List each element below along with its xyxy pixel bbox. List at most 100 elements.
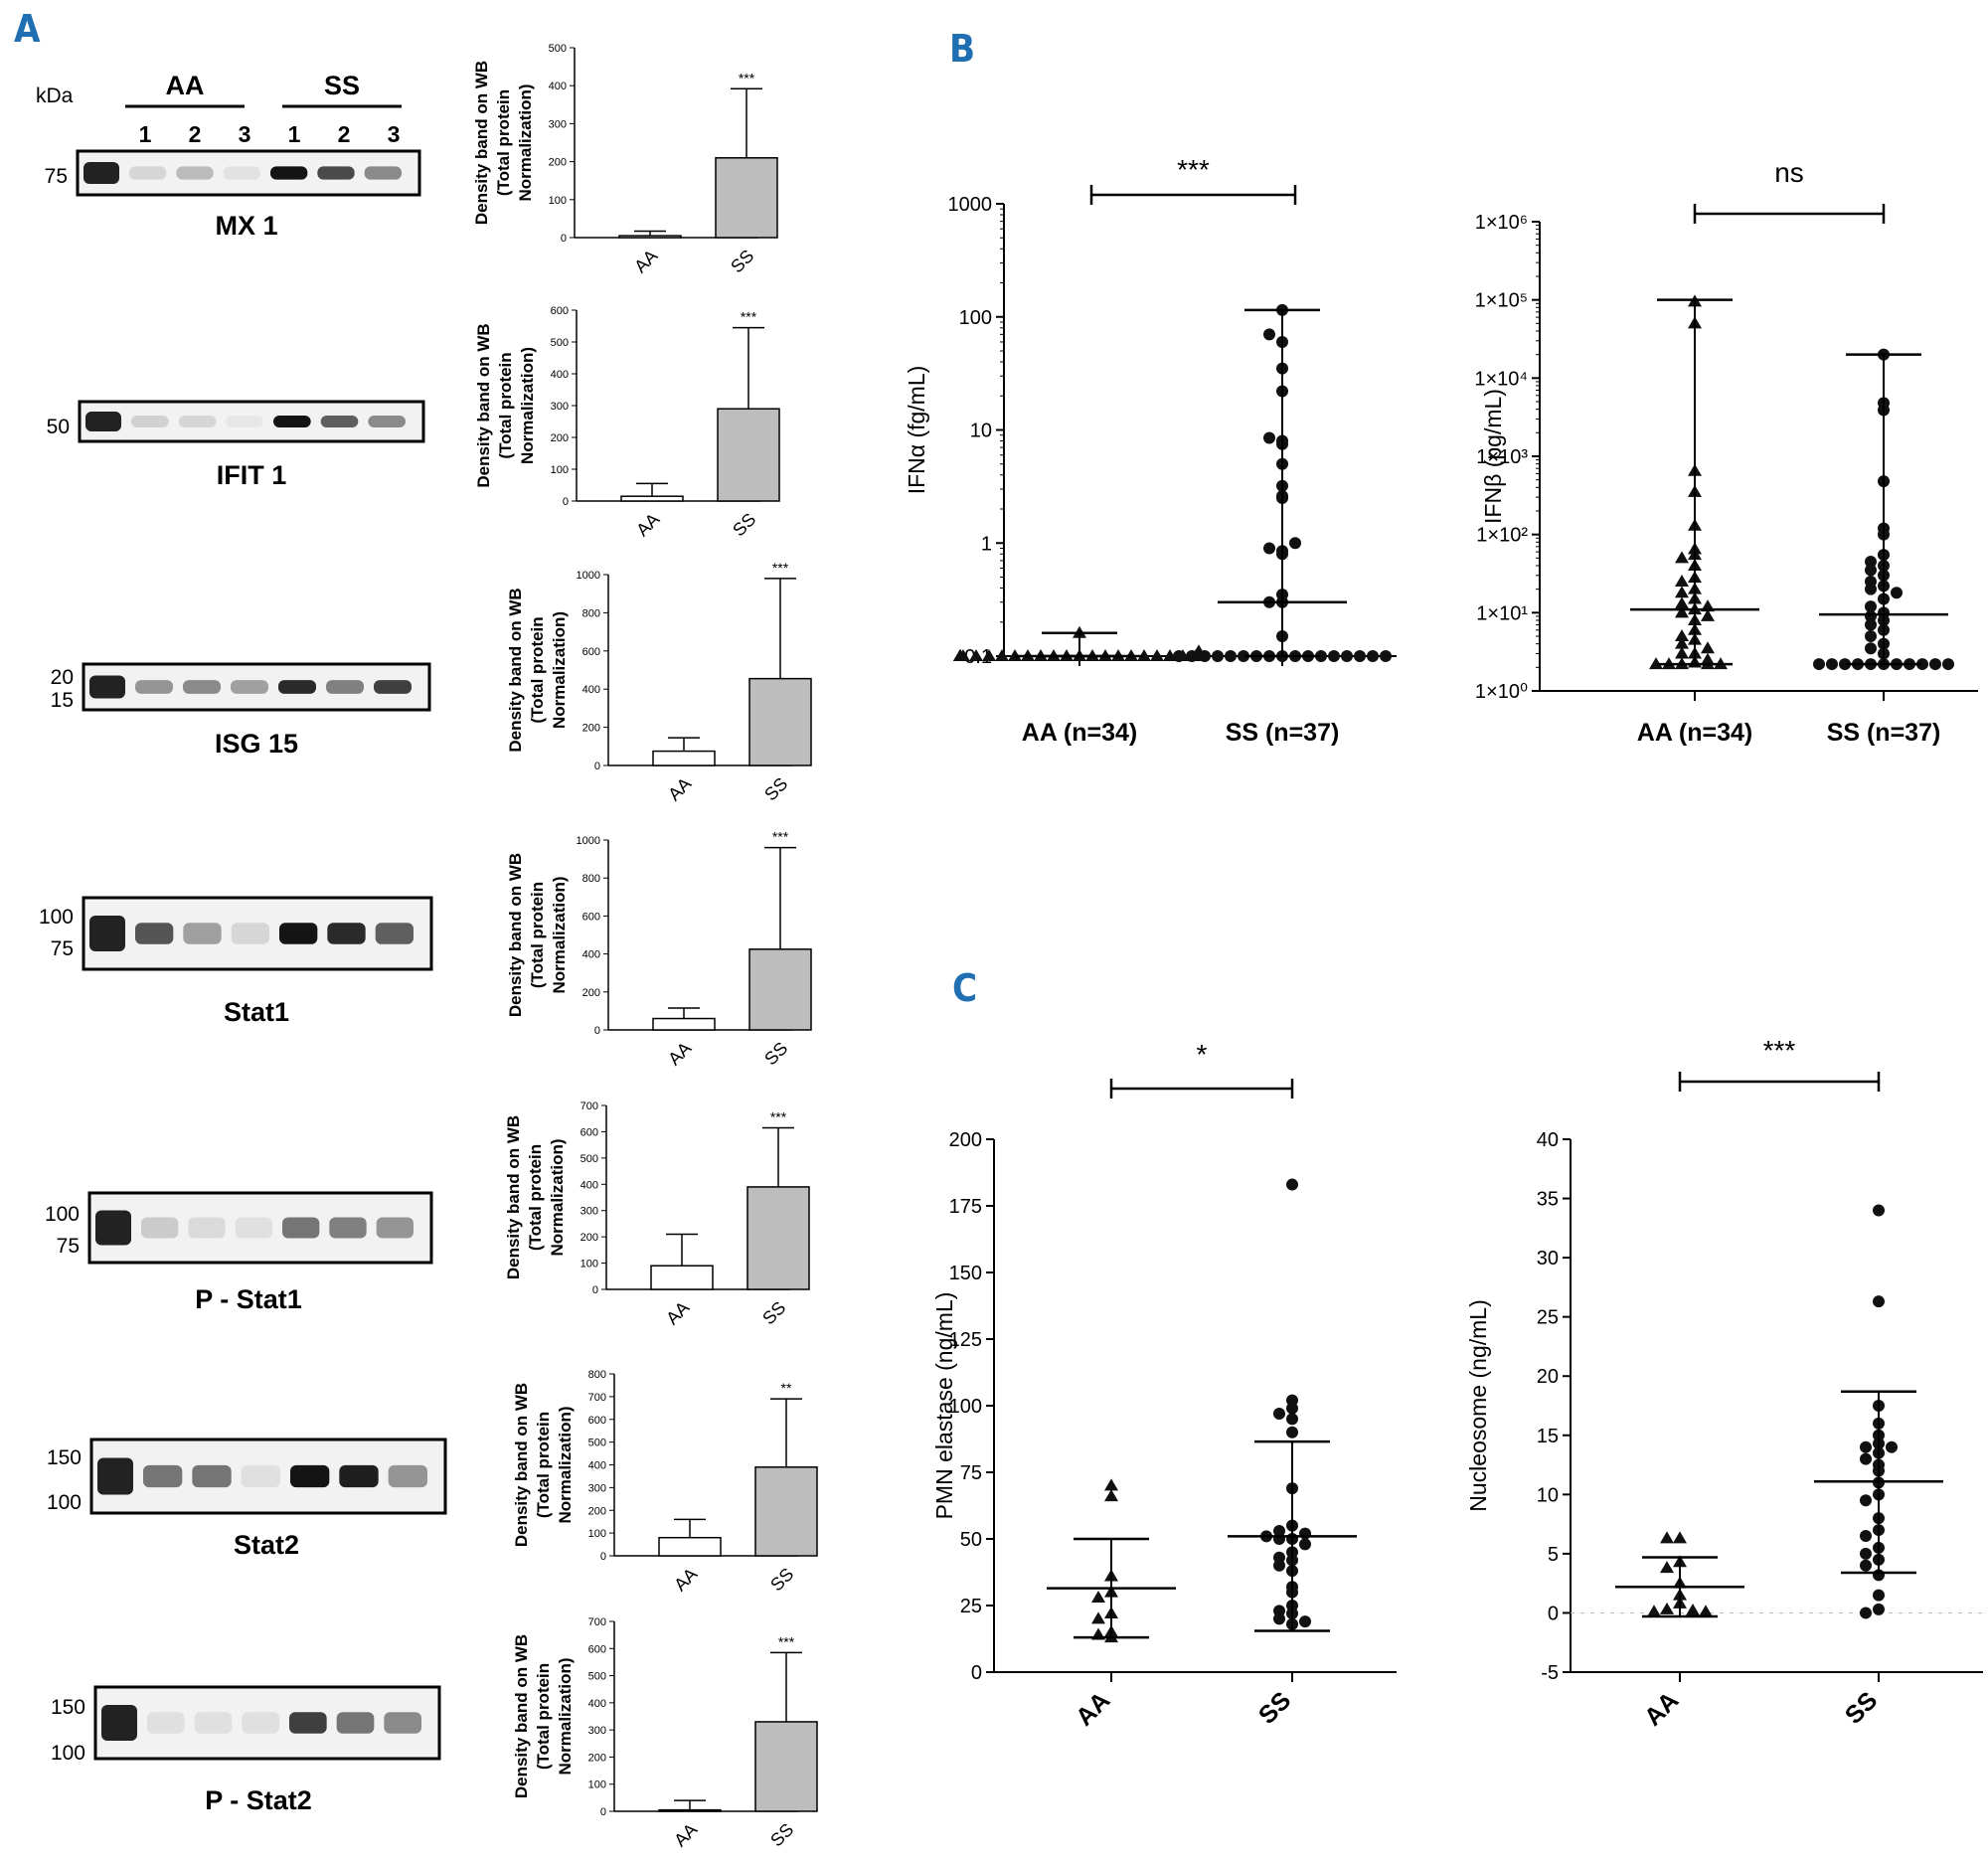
bar-ss (748, 948, 812, 1031)
bar-ss (746, 1186, 810, 1290)
y-tick-label: 125 (949, 1329, 982, 1351)
data-point-circle (1328, 650, 1340, 662)
data-point-circle (1354, 650, 1366, 662)
y-tick-label: 600 (582, 911, 600, 923)
protein-band (235, 1217, 272, 1239)
y-tick-label: 200 (588, 1505, 606, 1517)
density-chart-4: 0 200 400 600 800 1000 Density band on WB (Tota… (506, 829, 812, 1069)
x-category-label: SS (1840, 1686, 1883, 1729)
significance-label: ns (1774, 157, 1804, 188)
y-tick-label: 1×10⁶ (1475, 212, 1528, 234)
lane-label: 1 (139, 121, 152, 147)
y-axis-title: Nucleosome (ng/mL) (1465, 1299, 1491, 1511)
blot-title: Stat2 (234, 1530, 299, 1560)
lane-label: 2 (189, 121, 202, 147)
x-category-label: SS (1253, 1686, 1296, 1729)
y-tick-label: 200 (588, 1752, 606, 1764)
data-point-triangle (1660, 1561, 1674, 1574)
y-tick-label: 0 (600, 1551, 606, 1563)
data-point-circle (1225, 650, 1237, 662)
y-tick-label: 1×10¹ (1476, 602, 1528, 624)
blot-title: MX 1 (215, 211, 277, 241)
y-tick-label: -5 (1541, 1662, 1559, 1684)
scatter-chart-1: 0.11101001000IFNα (fg/mL)AA (n=34)SS (n=… (904, 154, 1397, 747)
protein-band (290, 1464, 330, 1488)
y-axis-title: Normalization) (556, 1657, 575, 1775)
y-tick-label: 500 (551, 337, 569, 349)
protein-band (178, 416, 217, 427)
density-chart-7: 0 100 200 300 400 500 600 700 Density band on WB… (512, 1616, 818, 1850)
y-axis-title: (Total protein (496, 352, 515, 458)
data-point-triangle (953, 649, 967, 661)
blot-title: IFIT 1 (217, 460, 287, 490)
y-tick-label: 200 (551, 432, 569, 444)
y-tick-label: 100 (580, 1259, 598, 1270)
lane-label: 1 (288, 121, 301, 147)
bar-aa (652, 1017, 716, 1031)
y-axis-title: Density band on WB (472, 61, 491, 225)
protein-band (241, 1464, 280, 1488)
protein-band (176, 166, 214, 180)
data-point-circle (1860, 1607, 1872, 1619)
ladder-band (97, 1457, 133, 1495)
protein-band (183, 923, 222, 944)
significance-label: *** (1763, 1035, 1796, 1066)
data-point-circle (1173, 650, 1185, 662)
y-axis-title: (Total protein (534, 1412, 553, 1518)
x-category-label: SS (758, 1297, 789, 1328)
protein-band (131, 416, 169, 427)
y-tick-label: 175 (949, 1196, 982, 1218)
y-tick-label: 500 (588, 1671, 606, 1683)
blot-title: ISG 15 (215, 729, 298, 759)
y-tick-label: 300 (551, 401, 569, 413)
molecular-weight-marker: 150 (47, 1446, 82, 1469)
molecular-weight-marker: 75 (51, 937, 74, 960)
blot-1: 75 MX 1 (45, 149, 421, 241)
y-tick-label: 75 (960, 1462, 982, 1484)
data-point-circle (1886, 1440, 1898, 1453)
protein-band (270, 166, 308, 180)
data-point-triangle (1150, 649, 1164, 661)
y-tick-label: 600 (588, 1415, 606, 1427)
y-tick-label: 5 (1548, 1544, 1559, 1566)
y-tick-label: 10 (970, 421, 992, 442)
bar-ss (754, 1721, 818, 1812)
data-point-triangle (1686, 1604, 1700, 1616)
data-point-triangle (1701, 608, 1715, 621)
data-point-triangle (1675, 586, 1689, 598)
y-axis-title: Density band on WB (474, 323, 493, 487)
y-tick-label: 400 (551, 369, 569, 381)
lane-label: 3 (388, 121, 401, 147)
y-tick-label: 100 (588, 1528, 606, 1540)
y-tick-label: 700 (588, 1616, 606, 1628)
x-category-label: SS (760, 1038, 791, 1069)
data-point-circle (1380, 650, 1392, 662)
data-point-circle (1286, 1402, 1298, 1415)
density-chart-5: 0 100 200 300 400 500 600 700 Density band on WB… (504, 1101, 810, 1328)
bar-aa (658, 1808, 722, 1812)
y-axis-title: (Total protein (494, 89, 513, 196)
blot-title: P - Stat1 (195, 1284, 302, 1314)
data-point-circle (1865, 555, 1877, 568)
data-point-circle (1826, 658, 1838, 671)
y-tick-label: 600 (580, 1126, 598, 1138)
protein-band (317, 166, 355, 180)
y-tick-label: 1×10⁴ (1474, 368, 1528, 390)
y-tick-label: 25 (960, 1596, 982, 1617)
molecular-weight-marker: 75 (57, 1235, 80, 1258)
y-axis-title: (Total protein (528, 882, 547, 988)
data-point-triangle (982, 649, 996, 661)
significance-label: *** (770, 1108, 787, 1124)
protein-band (188, 1217, 226, 1239)
significance-label: *** (778, 1633, 795, 1649)
y-tick-label: 35 (1537, 1189, 1559, 1211)
y-tick-label: 25 (1537, 1307, 1559, 1329)
data-point-triangle (1647, 1605, 1661, 1617)
y-tick-label: 600 (551, 305, 569, 317)
y-tick-label: 400 (549, 81, 567, 92)
data-point-circle (1273, 1408, 1285, 1421)
y-axis-title: Normalization) (548, 1138, 567, 1256)
y-tick-label: 0 (594, 761, 600, 772)
density-chart-3: 0 200 400 600 800 1000 Density band on WB (Tota… (506, 560, 812, 804)
